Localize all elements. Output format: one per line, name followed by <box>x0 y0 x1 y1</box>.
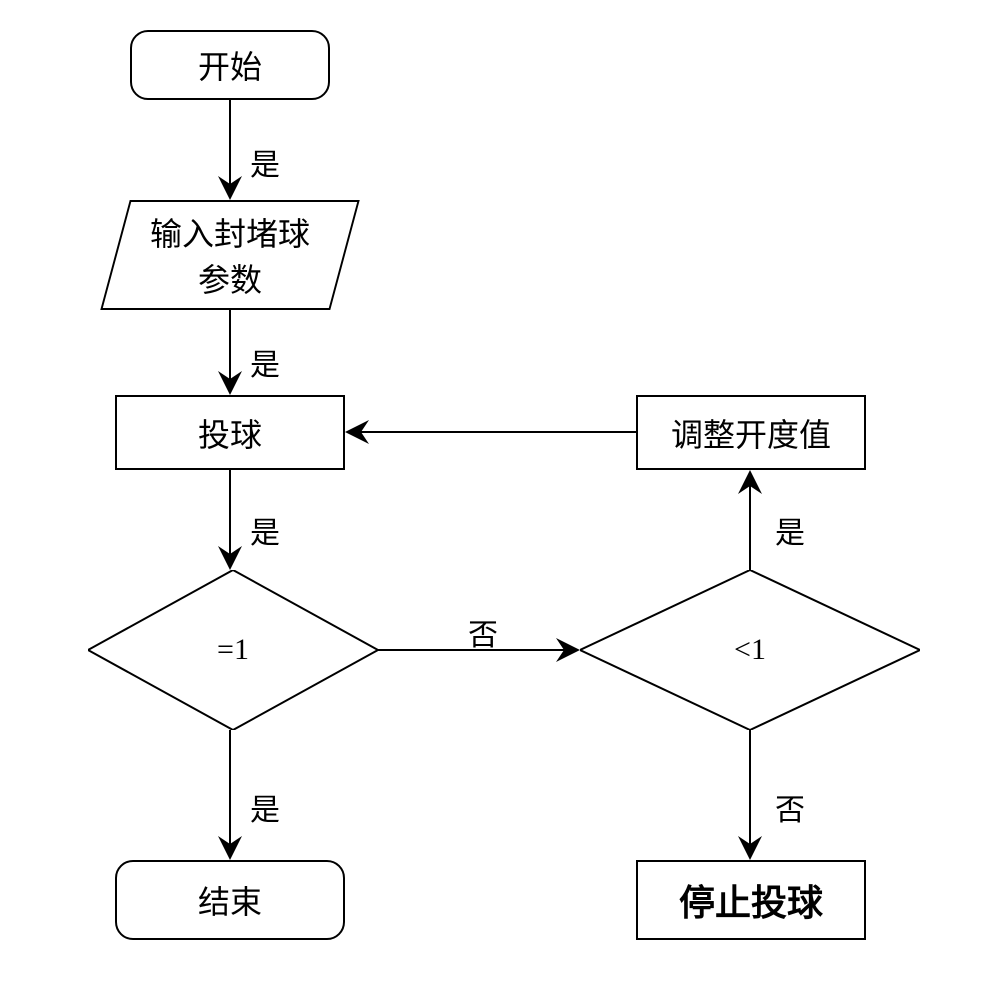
input-label-line1: 输入封堵球 <box>150 216 310 252</box>
flowchart-arrows <box>0 0 997 1000</box>
end-label: 结束 <box>198 877 262 923</box>
decision-eq1-node: =1 <box>88 570 378 730</box>
edge-label-lt1-stop: 否 <box>775 785 805 829</box>
input-node: 输入封堵球 参数 <box>100 200 359 310</box>
decision-eq1-label: =1 <box>217 633 249 667</box>
edge-label-lt1-adjust: 是 <box>775 508 805 552</box>
edge-label-eq1-end: 是 <box>250 785 280 829</box>
edge-label-start-input: 是 <box>250 140 280 184</box>
edge-label-eq1-lt1: 否 <box>468 610 498 654</box>
edge-label-throw-eq1: 是 <box>250 508 280 552</box>
adjust-node: 调整开度值 <box>636 395 866 470</box>
start-node: 开始 <box>130 30 330 100</box>
throw-label: 投球 <box>198 410 262 456</box>
adjust-label: 调整开度值 <box>671 410 831 456</box>
input-label-line2: 参数 <box>198 262 262 298</box>
edge-label-input-throw: 是 <box>250 340 280 384</box>
start-label: 开始 <box>198 42 262 88</box>
input-label: 输入封堵球 参数 <box>150 209 310 301</box>
decision-lt1-node: <1 <box>580 570 920 730</box>
throw-node: 投球 <box>115 395 345 470</box>
stop-node: 停止投球 <box>636 860 866 940</box>
decision-lt1-label: <1 <box>734 633 766 667</box>
end-node: 结束 <box>115 860 345 940</box>
stop-label: 停止投球 <box>679 874 823 926</box>
